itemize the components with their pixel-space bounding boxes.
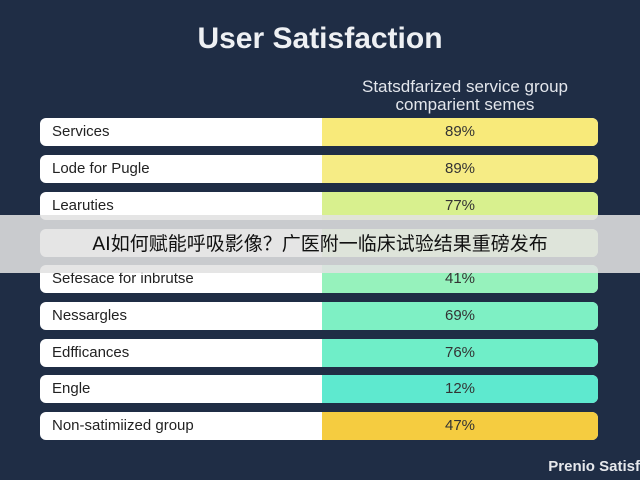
row-label: Sefesace for inbrutse <box>52 270 194 287</box>
caption-text: AI如何赋能呼吸影像？广医附一临床试验结果重磅发布 <box>92 233 548 255</box>
row-label: Nessargles <box>52 307 128 324</box>
row-label: Non-satimiized group <box>52 417 194 434</box>
table-row: Services 89% <box>40 118 598 146</box>
row-value: 47% <box>322 412 598 440</box>
row-label: Engle <box>52 380 91 397</box>
caption-overlay: AI如何赋能呼吸影像？广医附一临床试验结果重磅发布 <box>0 215 640 273</box>
row-value: 12% <box>322 375 598 403</box>
column-header: Statsdfarized service group comparient s… <box>362 77 568 114</box>
row-value: 69% <box>322 302 598 330</box>
row-value: 89% <box>322 118 598 146</box>
table-row: Lode for Pugle 89% <box>40 155 598 183</box>
row-label: Services <box>52 123 110 140</box>
table-row: Nessargles 69% <box>40 302 598 330</box>
row-label: Edfficances <box>52 344 130 361</box>
table-row: Non-satimiized group 47% <box>40 412 598 440</box>
row-label: Lode for Pugle <box>52 160 150 177</box>
row-label: Learuties <box>52 197 114 214</box>
table-row: Engle 12% <box>40 375 598 403</box>
row-value: 76% <box>322 339 598 367</box>
chart-title: User Satisfaction <box>197 22 443 55</box>
footer-text: Prenio Satisf <box>548 458 640 475</box>
table-row: Edfficances 76% <box>40 339 598 367</box>
row-value: 89% <box>322 155 598 183</box>
